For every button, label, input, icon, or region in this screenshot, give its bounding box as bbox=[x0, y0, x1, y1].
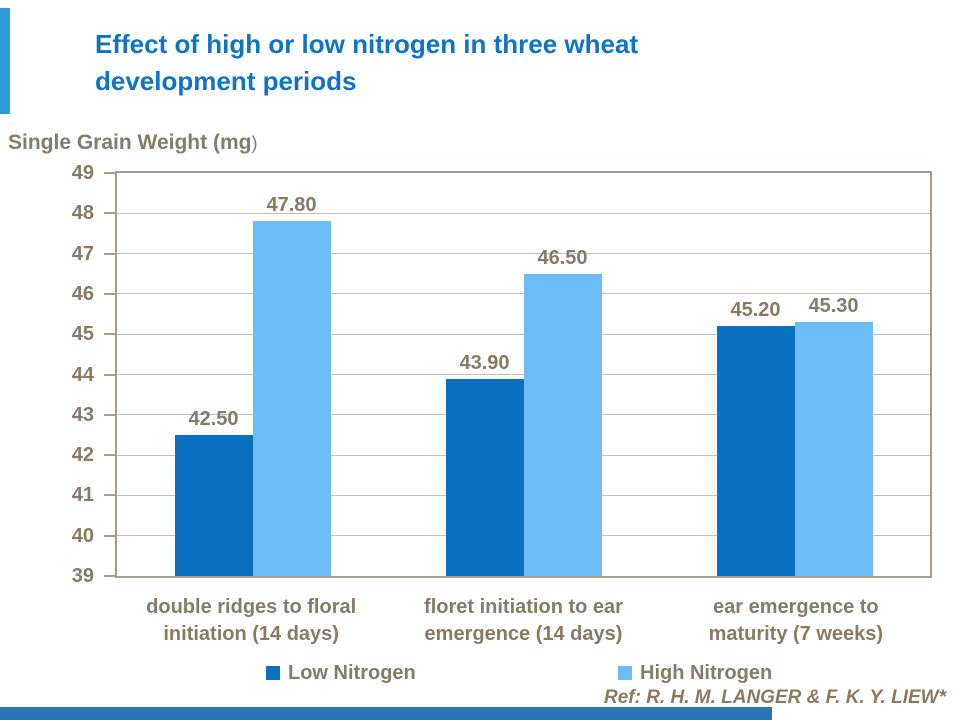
y-tick-mark-40 bbox=[104, 534, 115, 537]
chart-title-line2: development periods bbox=[95, 66, 357, 96]
y-tick-label-41: 41 bbox=[71, 484, 94, 507]
y-tick-mark-48 bbox=[104, 212, 115, 215]
gridline-48 bbox=[117, 212, 930, 214]
legend-label-high-nitrogen: High Nitrogen bbox=[640, 662, 773, 684]
category-label-1-line2: initiation (14 days) bbox=[163, 623, 339, 645]
y-tick-label-46: 46 bbox=[71, 282, 94, 305]
bar-value-label-low-nitrogen-1: 42.50 bbox=[188, 407, 239, 430]
y-tick-label-44: 44 bbox=[71, 363, 94, 386]
category-label-2-line2: emergence (14 days) bbox=[424, 623, 623, 645]
y-axis-title: Single Grain Weight (mg) bbox=[8, 131, 257, 155]
y-tick-label-43: 43 bbox=[71, 403, 94, 426]
category-label-2: floret initiation to ear emergence (14 d… bbox=[387, 594, 659, 648]
y-tick-label-45: 45 bbox=[71, 323, 94, 346]
y-tick-label-49: 49 bbox=[71, 162, 94, 184]
y-tick-mark-41 bbox=[104, 494, 115, 497]
y-tick-label-48: 48 bbox=[71, 202, 94, 225]
y-axis-tick-labels: 49 48 47 46 45 44 43 42 41 40 39 bbox=[0, 162, 94, 587]
legend-item-high-nitrogen: High Nitrogen bbox=[618, 661, 772, 685]
y-tick-label-42: 42 bbox=[71, 444, 94, 467]
legend-swatch-high-nitrogen bbox=[618, 666, 632, 680]
bar-high-nitrogen-2 bbox=[523, 273, 602, 576]
category-label-3-line2: maturity (7 weeks) bbox=[708, 623, 884, 645]
y-tick-mark-39 bbox=[104, 575, 115, 577]
bar-high-nitrogen-3 bbox=[794, 322, 873, 576]
category-label-3-line1: ear emergence to bbox=[713, 596, 879, 618]
chart-title: Effect of high or low nitrogen in three … bbox=[95, 26, 855, 100]
category-label-1-line1: double ridges to floral bbox=[146, 596, 357, 618]
y-axis-title-text: Single Grain Weight (mg bbox=[8, 131, 252, 154]
y-tick-label-47: 47 bbox=[71, 242, 94, 265]
y-tick-label-40: 40 bbox=[71, 524, 94, 547]
bar-low-nitrogen-1 bbox=[174, 434, 253, 576]
y-tick-label-39: 39 bbox=[71, 565, 94, 587]
bar-value-label-high-nitrogen-1: 47.80 bbox=[266, 194, 317, 217]
bar-value-label-low-nitrogen-3: 45.20 bbox=[730, 299, 781, 322]
y-axis-title-paren: ) bbox=[251, 133, 258, 153]
bar-low-nitrogen-3 bbox=[716, 326, 795, 576]
bar-value-label-low-nitrogen-2: 43.90 bbox=[459, 351, 510, 374]
category-label-1: double ridges to floral initiation (14 d… bbox=[115, 594, 387, 648]
y-tick-mark-45 bbox=[104, 333, 115, 336]
y-tick-mark-46 bbox=[104, 292, 115, 295]
decorative-bottom-bar bbox=[0, 707, 772, 720]
chart-title-line1: Effect of high or low nitrogen in three … bbox=[95, 29, 639, 59]
decorative-left-bar bbox=[0, 8, 10, 114]
legend-swatch-low-nitrogen bbox=[266, 666, 280, 680]
category-label-2-line1: floret initiation to ear bbox=[424, 596, 623, 618]
plot-area: 42.50 43.90 45.20 47.80 46.50 45.30 bbox=[115, 171, 932, 578]
y-tick-mark-49 bbox=[104, 172, 115, 174]
bar-low-nitrogen-2 bbox=[445, 378, 524, 576]
y-tick-mark-42 bbox=[104, 454, 115, 457]
reference-citation: Ref: R. H. M. LANGER & F. K. Y. LIEW* bbox=[603, 687, 946, 708]
gridline-47 bbox=[117, 253, 930, 255]
x-axis-category-labels: double ridges to floral initiation (14 d… bbox=[115, 594, 932, 648]
bar-value-label-high-nitrogen-2: 46.50 bbox=[537, 246, 588, 269]
y-tick-mark-43 bbox=[104, 413, 115, 416]
y-axis-tick-marks bbox=[104, 172, 115, 577]
y-tick-mark-44 bbox=[104, 373, 115, 376]
y-tick-mark-47 bbox=[104, 252, 115, 255]
legend-label-low-nitrogen: Low Nitrogen bbox=[288, 662, 416, 684]
bar-high-nitrogen-1 bbox=[252, 221, 331, 576]
category-label-3: ear emergence to maturity (7 weeks) bbox=[660, 594, 932, 648]
bar-value-label-high-nitrogen-3: 45.30 bbox=[808, 295, 859, 318]
legend-item-low-nitrogen: Low Nitrogen bbox=[266, 661, 416, 685]
